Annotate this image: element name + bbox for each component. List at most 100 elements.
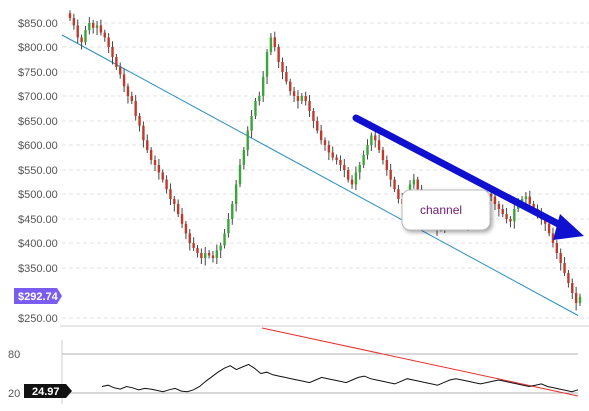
candle-body [555, 243, 559, 253]
price-tick-label: $650.00 [18, 116, 58, 128]
current-rsi-label: 24.97 [32, 386, 60, 398]
candle-body [509, 219, 512, 222]
candle-body [223, 233, 226, 246]
candle-body [68, 13, 72, 19]
candle-body [95, 25, 99, 28]
candle-body [416, 179, 419, 190]
candle-body [196, 248, 199, 253]
candle-body [153, 160, 157, 165]
candle-body [72, 18, 76, 26]
candle-body [258, 96, 261, 101]
candle-body [547, 223, 551, 234]
candle-body [107, 37, 110, 47]
channel-line [61, 34, 579, 316]
rsi-tick-label: 80 [8, 349, 20, 361]
candle-body [319, 130, 323, 141]
price-tick-label: $800.00 [18, 42, 58, 54]
candle-body [149, 150, 153, 160]
candle-body [88, 23, 91, 31]
candle-body [532, 204, 535, 209]
candle-body [385, 160, 389, 170]
candle-body [292, 91, 296, 96]
candle-body [180, 214, 184, 224]
candle-body [339, 160, 342, 165]
candle-body [346, 170, 350, 180]
candle-body [207, 253, 211, 256]
candle-body [308, 101, 311, 111]
candle-body [227, 219, 230, 234]
candle-body [567, 273, 570, 283]
candle-body [289, 81, 292, 92]
candle-body [173, 199, 176, 204]
rsi-line [101, 363, 579, 393]
candle-body [559, 253, 562, 263]
candle-body [246, 130, 249, 150]
candle-body [327, 145, 331, 153]
trend-arrow-shaft [352, 114, 570, 232]
candle-body [211, 255, 215, 258]
candle-body [254, 101, 257, 116]
candle-body [374, 135, 377, 141]
candle-body [563, 263, 566, 273]
candle-body [335, 157, 338, 160]
price-tick-label: $700.00 [18, 91, 58, 103]
candle-body [119, 67, 122, 75]
candle-body [204, 253, 207, 258]
rsi-series [101, 363, 579, 393]
candle-body [300, 96, 304, 101]
trend-arrow-head [553, 214, 584, 240]
candle-body [354, 172, 358, 185]
current-price-label: $292.74 [18, 291, 59, 303]
candle-body [103, 32, 106, 38]
candle-body [408, 184, 412, 194]
candle-body [574, 293, 578, 303]
candle-body [331, 152, 334, 158]
candle-body [578, 296, 582, 303]
candle-body [493, 196, 497, 204]
candle-body [242, 150, 246, 165]
candle-body [122, 74, 126, 87]
candle-body [358, 165, 361, 173]
candle-body [126, 86, 130, 96]
price-tick-label: $600.00 [18, 140, 58, 152]
price-tick-label: $550.00 [18, 165, 58, 177]
candlestick-series [68, 10, 582, 311]
channel-callout: channel [401, 189, 491, 231]
candle-body [312, 111, 315, 121]
current-rsi-badge: 24.97 [24, 384, 72, 398]
candle-body [397, 189, 400, 199]
candle-body [412, 179, 416, 185]
candle-body [165, 179, 168, 190]
candle-body [528, 196, 531, 204]
candle-body [571, 283, 574, 293]
candle-body [265, 52, 269, 77]
candle-body [188, 233, 191, 243]
candle-body [277, 47, 280, 62]
candle-body [219, 245, 222, 251]
price-tick-label: $500.00 [18, 189, 58, 201]
price-grid [62, 22, 589, 319]
candle-body [142, 125, 145, 141]
candle-body [370, 135, 373, 145]
candle-body [393, 179, 396, 190]
candle-body [161, 172, 164, 180]
candle-body [285, 72, 288, 82]
candle-body [304, 96, 307, 101]
candle-body [377, 140, 381, 150]
candle-body [381, 150, 385, 160]
candle-body [323, 140, 327, 145]
candle-body [157, 165, 161, 173]
candle-body [146, 140, 149, 150]
candle-body [296, 96, 300, 101]
candle-body [84, 30, 87, 43]
candle-body [192, 243, 195, 248]
candle-body [366, 145, 369, 155]
candle-body [111, 47, 114, 57]
candle-body [80, 37, 83, 43]
candle-body [134, 101, 137, 116]
price-tick-label: $400.00 [18, 238, 58, 250]
channel-lower-line [61, 34, 579, 316]
candle-body [350, 179, 354, 185]
candle-body [184, 223, 188, 234]
